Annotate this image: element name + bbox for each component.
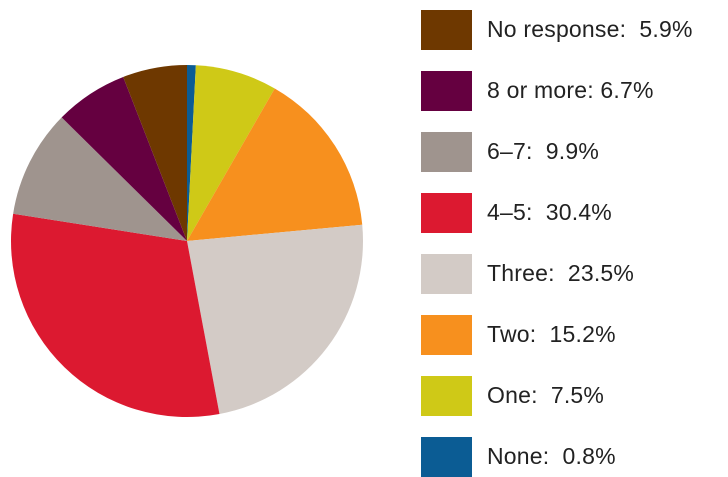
- pie-slice-1: [187, 65, 275, 241]
- legend-item: None: 0.8%: [421, 437, 728, 477]
- pie-slice-2: [187, 88, 363, 241]
- legend-item: Two: 15.2%: [421, 315, 728, 355]
- chart-legend: No response: 5.9% 8 or more: 6.7% 6–7: 9.9…: [421, 10, 728, 477]
- legend-swatch: [421, 71, 472, 111]
- legend-swatch: [421, 254, 472, 294]
- pie-slice-4: [11, 213, 220, 418]
- legend-label: One: 7.5%: [487, 382, 605, 408]
- legend-swatch: [421, 315, 472, 355]
- legend-item: One: 7.5%: [421, 376, 728, 416]
- legend-label: 4–5: 30.4%: [487, 199, 612, 225]
- pie-slice-0: [187, 64, 196, 241]
- legend-item: No response: 5.9%: [421, 10, 728, 50]
- legend-label: No response: 5.9%: [487, 16, 693, 42]
- legend-item: 4–5: 30.4%: [421, 193, 728, 233]
- legend-swatch: [421, 437, 472, 477]
- legend-swatch: [421, 193, 472, 233]
- legend-label: None: 0.8%: [487, 443, 616, 469]
- legend-label: Two: 15.2%: [487, 321, 616, 347]
- legend-item: 8 or more: 6.7%: [421, 71, 728, 111]
- legend-swatch: [421, 10, 472, 50]
- legend-label: Three: 23.5%: [487, 260, 635, 286]
- legend-item: 6–7: 9.9%: [421, 132, 728, 172]
- pie-slices: [11, 64, 363, 418]
- pie-slice-6: [61, 76, 187, 241]
- pie-slice-5: [13, 117, 187, 241]
- legend-label: 8 or more: 6.7%: [487, 77, 654, 103]
- pie-chart: [11, 64, 363, 418]
- legend-swatch: [421, 376, 472, 416]
- legend-item: Three: 23.5%: [421, 254, 728, 294]
- pie-slice-3: [187, 224, 363, 414]
- legend-swatch: [421, 132, 472, 172]
- pie-slice-7: [123, 65, 187, 241]
- legend-label: 6–7: 9.9%: [487, 138, 599, 164]
